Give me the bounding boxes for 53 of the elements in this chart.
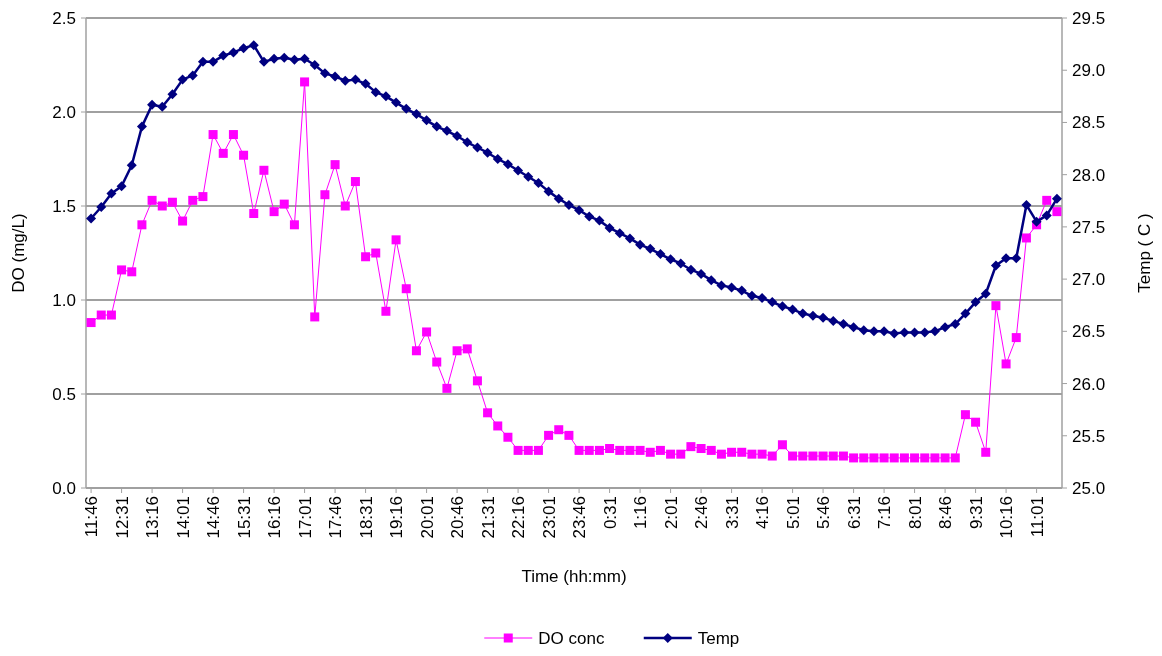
x-tick-label: 2:01 (661, 496, 681, 530)
x-tick-label: 21:31 (478, 496, 498, 539)
x-tick-label: 0:31 (600, 496, 620, 530)
x-tick-label: 3:31 (722, 496, 742, 530)
y-tick-label: 0.5 (52, 384, 76, 404)
x-tick-label: 14:46 (204, 496, 224, 539)
x-tick-label: 19:16 (387, 496, 407, 539)
y-tick-label: 2.5 (52, 8, 76, 28)
x-tick-label: 11:46 (82, 496, 102, 538)
x-tick-label: 9:31 (966, 496, 986, 530)
x-tick-label: 2:46 (692, 496, 712, 530)
y-tick-label: 1.0 (52, 290, 76, 310)
x-tick-label: 17:46 (326, 496, 346, 539)
x-tick-label: 22:16 (509, 496, 529, 539)
x-tick-label: 8:46 (936, 496, 956, 530)
x-tick-label: 17:01 (295, 496, 315, 539)
y2-tick-label: 27.5 (1072, 217, 1106, 237)
x-axis-title: Time (hh:mm) (521, 567, 627, 586)
x-tick-label: 15:31 (234, 496, 254, 539)
y2-tick-label: 29.5 (1072, 8, 1106, 28)
y2-tick-label: 28.5 (1072, 113, 1106, 133)
x-tick-label: 11:01 (1027, 496, 1047, 538)
y-tick-label: 0.0 (52, 478, 76, 498)
y-tick-label: 1.5 (52, 196, 76, 216)
y2-tick-label: 25.0 (1072, 478, 1106, 498)
y2-tick-label: 26.5 (1072, 322, 1106, 342)
x-tick-label: 5:01 (783, 496, 803, 530)
y2-tick-label: 28.0 (1072, 165, 1106, 185)
x-tick-label: 10:16 (997, 496, 1017, 539)
y2-tick-label: 26.0 (1072, 374, 1106, 394)
x-tick-label: 18:31 (356, 496, 376, 539)
x-tick-label: 23:46 (570, 496, 590, 539)
x-tick-label: 5:46 (814, 496, 834, 530)
x-tick-label: 20:46 (448, 496, 468, 539)
legend-label: DO conc (538, 628, 605, 648)
x-tick-label: 12:31 (112, 496, 132, 539)
x-tick-label: 8:01 (905, 496, 925, 530)
x-tick-label: 23:01 (539, 496, 559, 539)
x-tick-label: 4:16 (753, 496, 773, 530)
legend-label: Temp (697, 628, 740, 648)
y2-tick-label: 27.0 (1072, 270, 1106, 290)
y2-tick-label: 29.0 (1072, 61, 1106, 81)
x-tick-label: 14:01 (173, 496, 193, 539)
y2-axis-title: Temp ( C ) (1135, 213, 1154, 293)
y-tick-label: 2.0 (52, 102, 76, 122)
x-tick-label: 6:31 (844, 496, 864, 530)
x-tick-label: 1:16 (631, 496, 651, 530)
x-tick-label: 13:16 (143, 496, 163, 539)
y-axis-title: DO (mg/L) (9, 213, 28, 293)
x-tick-label: 16:16 (265, 496, 285, 539)
y2-tick-label: 25.5 (1072, 426, 1106, 446)
x-tick-label: 20:01 (417, 496, 437, 539)
x-tick-label: 7:16 (875, 496, 895, 530)
